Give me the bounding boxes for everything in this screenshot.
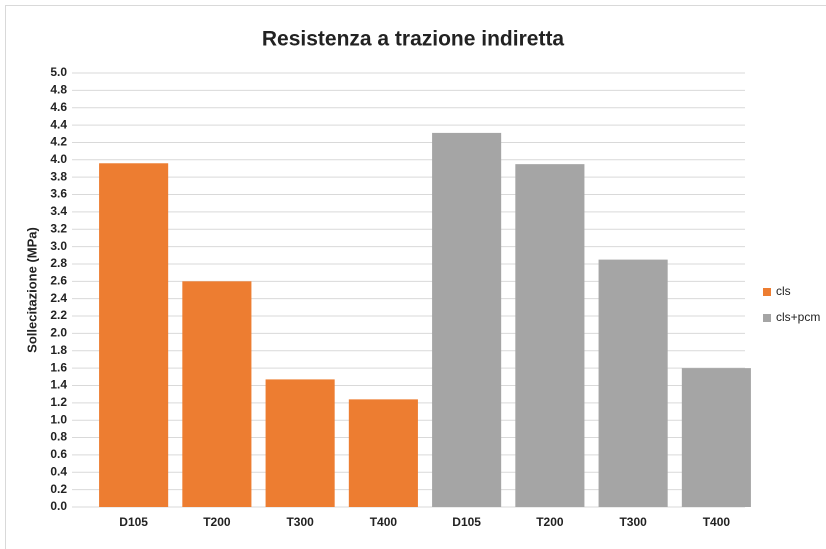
chart-frame <box>5 5 826 549</box>
y-tick-label: 4.4 <box>50 117 67 131</box>
y-tick-label: 2.4 <box>50 291 67 305</box>
x-tick-label: D105 <box>119 515 148 529</box>
y-tick-label: 0.6 <box>50 447 67 461</box>
legend-swatch <box>763 314 771 322</box>
y-tick-label: 2.2 <box>50 308 67 322</box>
y-tick-label: 3.0 <box>50 239 67 253</box>
y-tick-label: 3.8 <box>50 169 67 183</box>
bar <box>182 281 252 507</box>
y-tick-label: 2.6 <box>50 273 67 287</box>
bar <box>348 399 418 507</box>
x-tick-label: T400 <box>703 515 731 529</box>
chart-title: Resistenza a trazione indiretta <box>262 28 565 51</box>
y-tick-label: 0.2 <box>50 482 67 496</box>
x-tick-label: T200 <box>203 515 231 529</box>
bar <box>99 163 169 507</box>
y-tick-label: 1.4 <box>50 378 67 392</box>
y-tick-label: 3.6 <box>50 187 67 201</box>
x-tick-label: T400 <box>370 515 398 529</box>
y-tick-label: 2.0 <box>50 326 67 340</box>
y-tick-label: 1.8 <box>50 343 67 357</box>
y-tick-label: 0.4 <box>50 464 67 478</box>
x-tick-label: T200 <box>536 515 564 529</box>
legend-label: cls <box>776 284 791 298</box>
y-tick-label: 4.2 <box>50 135 67 149</box>
bar <box>681 368 751 507</box>
y-tick-label: 4.0 <box>50 152 67 166</box>
y-tick-label: 3.2 <box>50 221 67 235</box>
bar <box>598 259 668 507</box>
x-tick-label: T300 <box>619 515 647 529</box>
y-tick-label: 0.8 <box>50 430 67 444</box>
y-tick-label: 1.2 <box>50 395 67 409</box>
bar <box>265 379 335 507</box>
x-tick-label: T300 <box>286 515 314 529</box>
y-tick-label: 0.0 <box>50 499 67 513</box>
bar <box>432 132 502 507</box>
y-tick-label: 4.6 <box>50 100 67 114</box>
y-axis-label: Sollecitazione (MPa) <box>24 227 39 353</box>
bar <box>515 164 585 507</box>
y-tick-label: 3.4 <box>50 204 67 218</box>
y-tick-label: 2.8 <box>50 256 67 270</box>
legend-label: cls+pcm <box>776 310 820 324</box>
y-tick-label: 4.8 <box>50 83 67 97</box>
y-tick-label: 1.0 <box>50 412 67 426</box>
legend-swatch <box>763 288 771 296</box>
x-tick-label: D105 <box>452 515 481 529</box>
y-tick-label: 1.6 <box>50 360 67 374</box>
y-tick-label: 5.0 <box>50 65 67 79</box>
